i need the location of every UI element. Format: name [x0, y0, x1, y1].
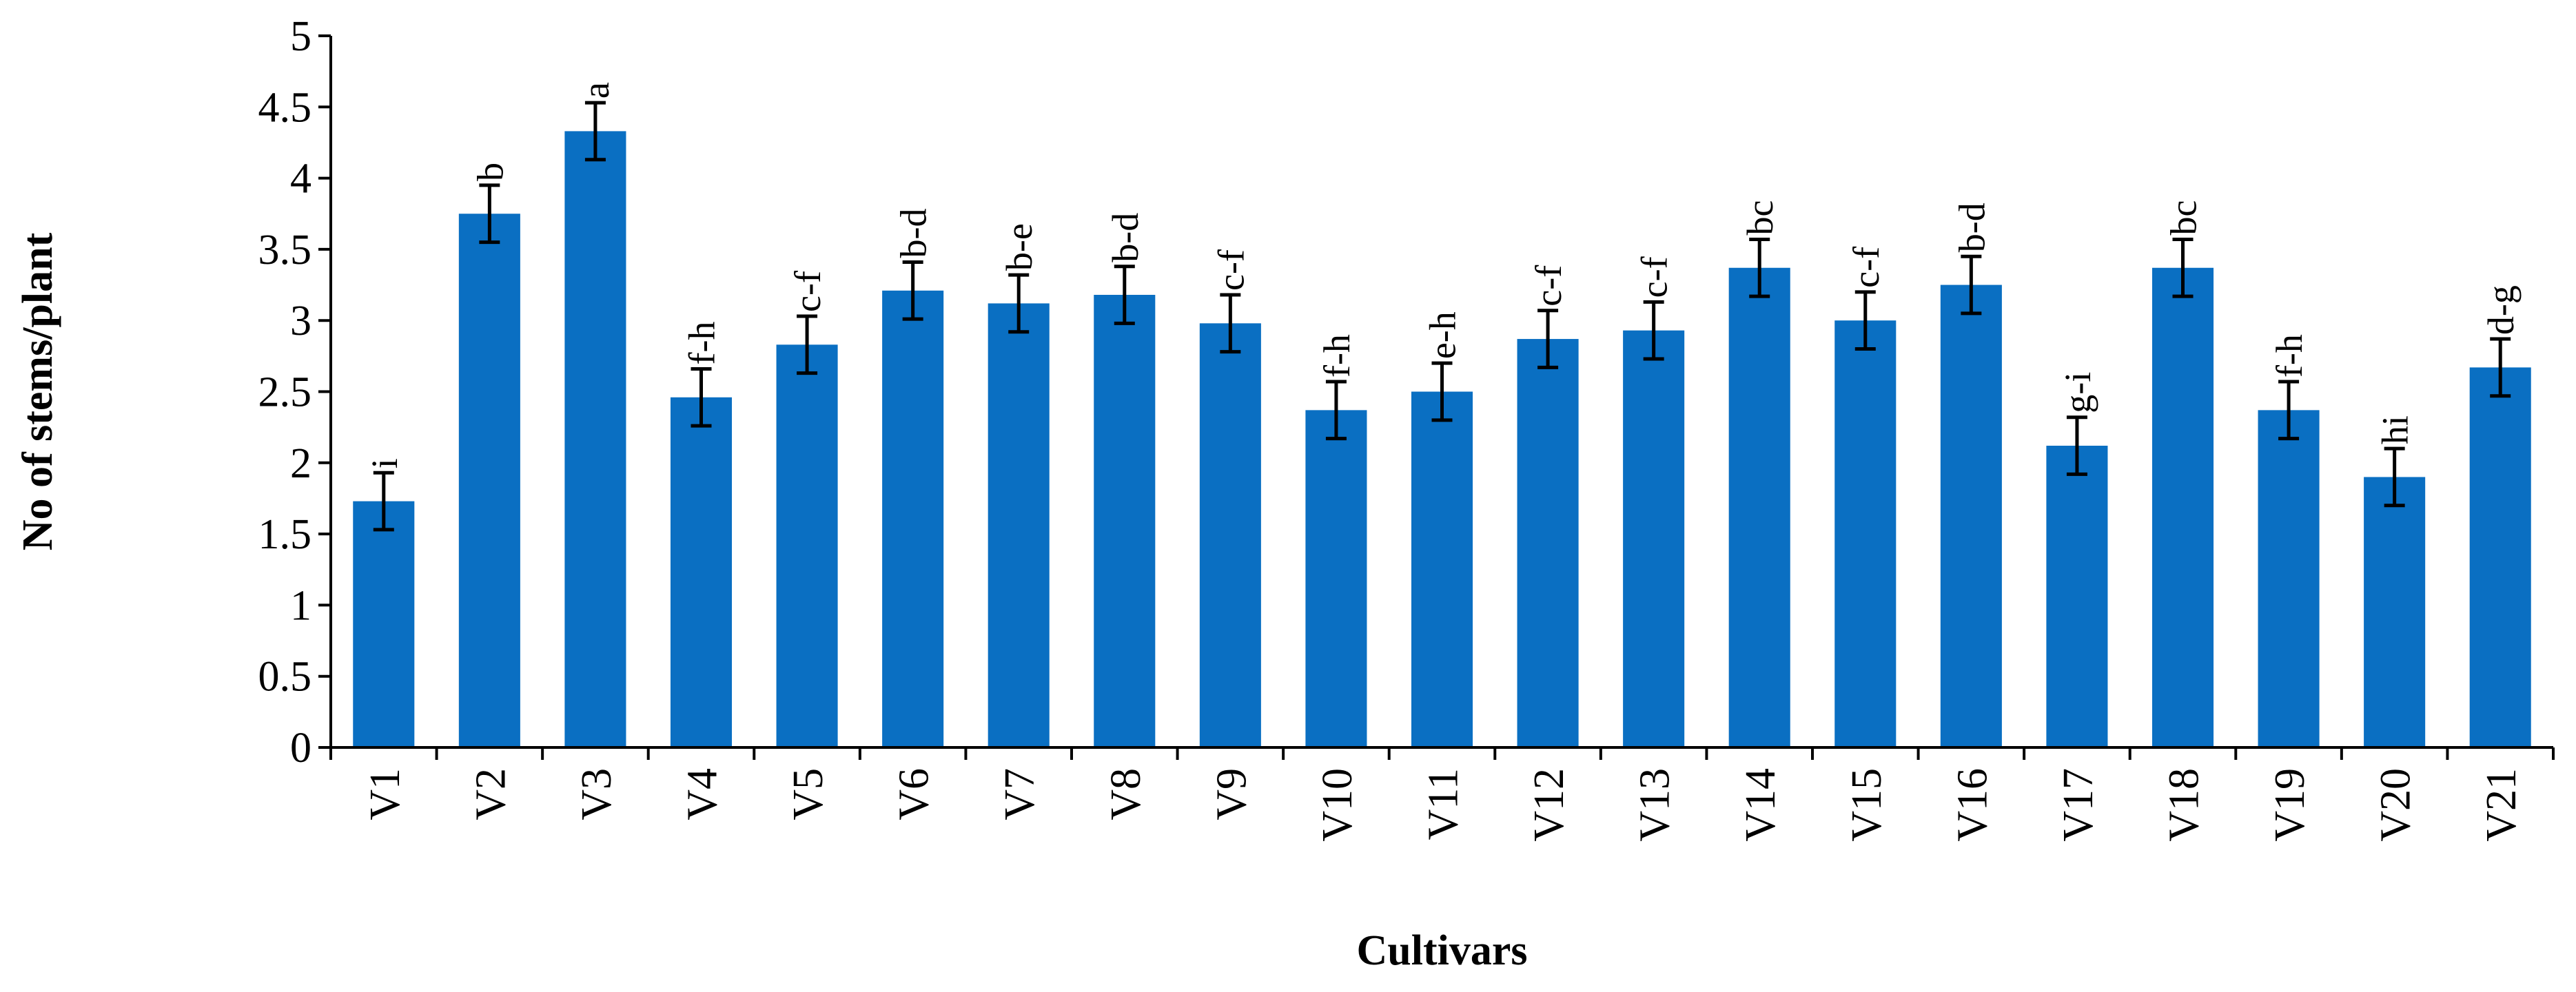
x-category-label: V20 — [2373, 768, 2420, 842]
x-category-label: V5 — [785, 768, 832, 820]
x-category-label: V19 — [2267, 768, 2313, 842]
significance-letter-v2: b — [469, 163, 511, 181]
bar-v5 — [776, 344, 838, 747]
bar-v2 — [458, 214, 520, 747]
x-category-label: V15 — [1843, 768, 1890, 842]
significance-letter-v18: bc — [2163, 200, 2205, 235]
significance-letter-v11: e-h — [1422, 311, 1464, 359]
significance-letter-v14: bc — [1739, 200, 1781, 235]
bar-v14 — [1728, 267, 1790, 747]
bar-v12 — [1517, 339, 1579, 748]
bar-v20 — [2364, 477, 2426, 747]
x-category-label: V1 — [362, 768, 409, 820]
bar-v17 — [2046, 446, 2108, 747]
significance-letter-v16: b-d — [1951, 203, 1992, 252]
significance-letters: i b a f-h c-f b-d b-e b-d c-f f-h e-h c-f c-f bc c-f b-… — [364, 82, 2522, 468]
significance-letter-v8: b-d — [1105, 213, 1146, 262]
significance-letter-v20: hi — [2375, 415, 2416, 444]
x-category-label: V17 — [2055, 768, 2102, 842]
bar-v19 — [2258, 410, 2320, 747]
bar-v6 — [882, 290, 944, 748]
y-tick-label: 4 — [290, 156, 311, 203]
x-axis-title: Cultivars — [1357, 927, 1528, 974]
bar-v3 — [564, 131, 626, 747]
bar-v13 — [1623, 330, 1685, 747]
y-tick-label: 3 — [290, 298, 311, 344]
bar-v18 — [2151, 267, 2214, 747]
significance-letter-v5: c-f — [787, 271, 828, 312]
bar-v7 — [988, 303, 1050, 748]
x-category-label: V21 — [2478, 768, 2525, 842]
y-tick-label: 2.5 — [258, 369, 312, 416]
significance-letter-v10: f-h — [1316, 334, 1358, 378]
x-category-label: V3 — [573, 768, 620, 820]
significance-letter-v13: c-f — [1634, 256, 1675, 298]
x-axis-categories: V1 V2 V3 V4 V5 V6 V7 V8 V9 V10 V11 V12 V13 V14 V15 V16 V… — [329, 747, 2555, 842]
bar-v1 — [353, 501, 415, 747]
bar-v4 — [670, 397, 733, 747]
bar-v15 — [1834, 320, 1897, 747]
x-category-label: V4 — [679, 768, 726, 820]
significance-letter-v7: b-e — [999, 223, 1040, 271]
x-category-label: V16 — [1949, 768, 1996, 842]
x-category-label: V8 — [1103, 768, 1149, 820]
x-category-label: V10 — [1314, 768, 1361, 842]
significance-letter-v12: c-f — [1528, 265, 1569, 307]
significance-letter-v15: c-f — [1846, 247, 1887, 288]
x-category-label: V2 — [467, 768, 514, 820]
y-tick-label: 4.5 — [258, 84, 312, 131]
bar-v21 — [2469, 367, 2531, 747]
significance-letter-v9: c-f — [1210, 249, 1251, 291]
significance-letter-v3: a — [575, 82, 617, 99]
significance-letter-v4: f-h — [682, 321, 723, 364]
bars — [353, 131, 2531, 748]
bar-v16 — [1940, 285, 2002, 747]
error-bars — [373, 101, 2511, 532]
x-category-label: V9 — [1208, 768, 1255, 820]
y-tick-label: 1.5 — [258, 511, 312, 558]
x-category-label: V18 — [2161, 768, 2208, 842]
significance-letter-v6: b-d — [893, 209, 934, 258]
significance-letter-v1: i — [364, 458, 405, 468]
y-tick-label: 0 — [290, 725, 311, 772]
y-tick-label: 1 — [290, 582, 311, 629]
y-axis-ticks: 0 0.5 1 1.5 2 2.5 3 3.5 4 4.5 5 — [258, 13, 331, 772]
significance-letter-v21: d-g — [2480, 285, 2522, 335]
significance-letter-v19: f-h — [2269, 334, 2310, 378]
x-category-label: V7 — [996, 768, 1043, 820]
x-category-label: V11 — [1420, 768, 1467, 840]
significance-letter-v17: g-i — [2057, 372, 2098, 413]
x-category-label: V6 — [891, 768, 938, 820]
y-tick-label: 2 — [290, 440, 311, 487]
y-tick-label: 0.5 — [258, 654, 312, 701]
y-axis-title: No of stems/plant — [14, 232, 61, 550]
x-category-label: V12 — [1526, 768, 1573, 842]
x-category-label: V14 — [1737, 768, 1784, 842]
x-category-label: V13 — [1632, 768, 1679, 842]
y-tick-label: 5 — [290, 13, 311, 60]
bar-v11 — [1411, 391, 1473, 747]
bar-v10 — [1305, 410, 1367, 747]
y-tick-label: 3.5 — [258, 227, 312, 273]
bar-v9 — [1199, 323, 1261, 747]
bar-v8 — [1094, 295, 1156, 748]
